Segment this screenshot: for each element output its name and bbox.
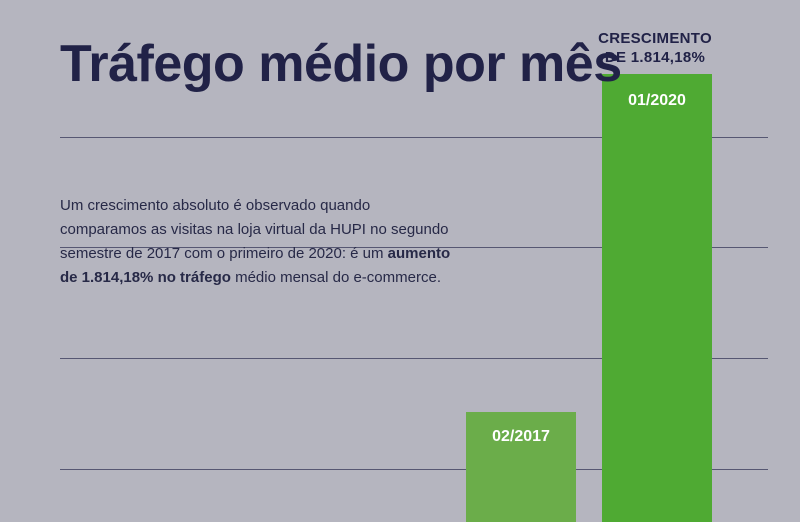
body-text-part2: médio mensal do e-commerce. — [231, 269, 441, 286]
infographic-canvas: 02/2017 01/2020 Tráfego médio por mês CR… — [0, 0, 800, 522]
body-text: Um crescimento absoluto é observado quan… — [60, 194, 460, 290]
bar-2017: 02/2017 — [466, 412, 576, 522]
page-title: Tráfego médio por mês — [60, 34, 622, 95]
growth-label-line2: DE 1.814,18% — [550, 49, 760, 68]
growth-label: CRESCIMENTO DE 1.814,18% — [550, 30, 760, 68]
growth-label-line1: CRESCIMENTO — [550, 30, 760, 49]
bar-2017-label: 02/2017 — [466, 428, 576, 446]
bar-2020: 01/2020 — [602, 74, 712, 522]
